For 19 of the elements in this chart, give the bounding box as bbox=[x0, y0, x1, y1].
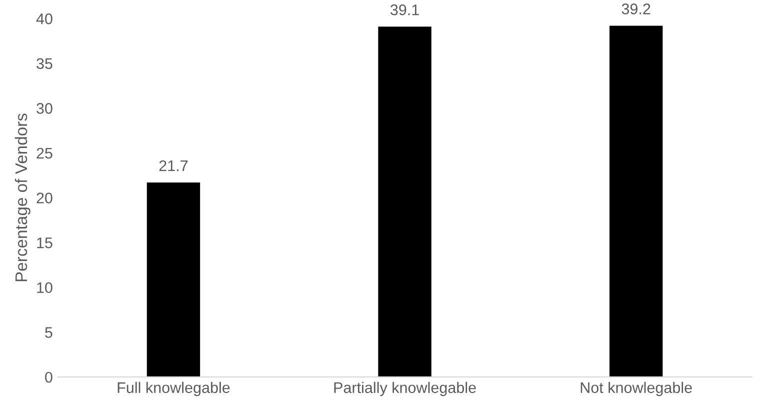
y-tick-label: 35 bbox=[36, 58, 52, 70]
y-tick-label: 20 bbox=[36, 192, 52, 204]
data-label: 39.2 bbox=[622, 4, 650, 14]
y-tick-label: 25 bbox=[36, 148, 52, 159]
bar bbox=[146, 182, 200, 377]
x-tick-label: Full knowlegable bbox=[118, 382, 230, 396]
bar bbox=[378, 26, 432, 377]
bar bbox=[609, 26, 663, 377]
x-tick-label: Partially knowlegable bbox=[334, 382, 476, 396]
y-tick-label: 10 bbox=[37, 282, 52, 294]
y-tick-label: 40 bbox=[36, 13, 52, 24]
data-label: 21.7 bbox=[159, 160, 188, 172]
y-tick-label: 15 bbox=[37, 238, 52, 248]
x-tick-label: Not knowlegable bbox=[580, 382, 692, 396]
y-axis-title: Percentage of Vendors bbox=[14, 114, 30, 282]
data-label: 39.1 bbox=[390, 4, 419, 16]
y-tick-label: 5 bbox=[45, 327, 52, 338]
y-tick-label: 0 bbox=[45, 372, 52, 383]
y-tick-label: 30 bbox=[36, 103, 52, 114]
